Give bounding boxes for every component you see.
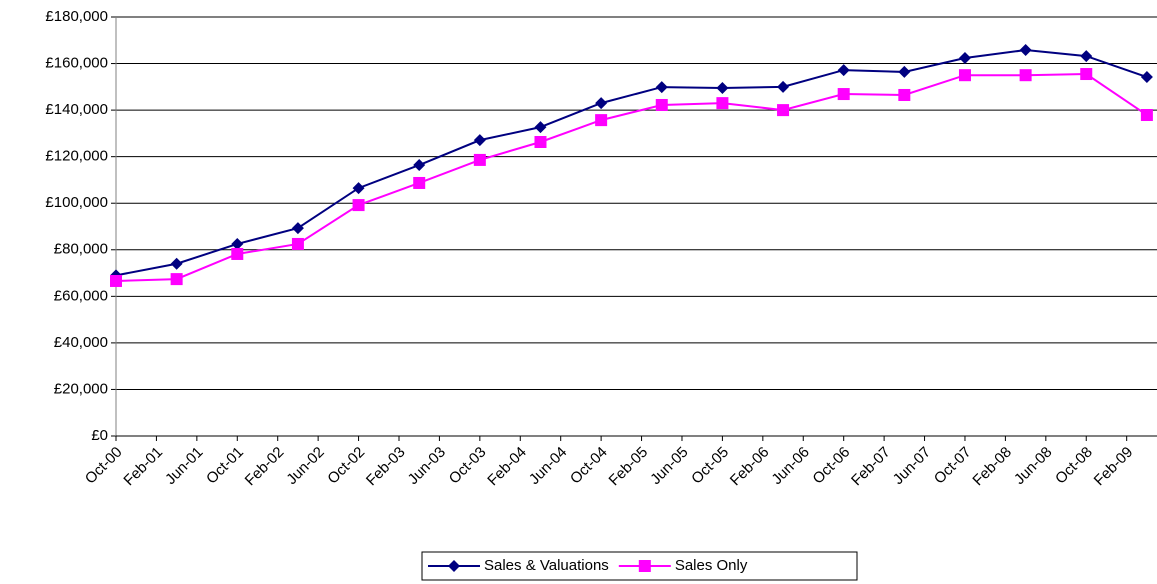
- y-tick-label: £140,000: [45, 101, 108, 118]
- marker: [291, 237, 304, 250]
- x-tick-label: Oct-05: [688, 444, 732, 488]
- marker: [534, 121, 547, 134]
- x-tick-label: Jun-05: [647, 444, 691, 488]
- x-tick-label: Feb-01: [120, 444, 166, 490]
- legend-label: Sales Only: [675, 557, 748, 574]
- x-tick-label: Oct-03: [446, 444, 490, 488]
- marker: [413, 176, 426, 189]
- marker: [958, 69, 971, 82]
- marker: [777, 80, 790, 93]
- marker: [1019, 69, 1032, 82]
- marker: [110, 274, 122, 287]
- marker: [655, 98, 668, 111]
- x-tick-label: Feb-09: [1091, 444, 1137, 490]
- y-tick-label: £40,000: [54, 334, 108, 351]
- x-tick-label: Feb-08: [969, 444, 1015, 490]
- marker: [231, 237, 244, 250]
- y-tick-label: £120,000: [45, 148, 108, 165]
- marker: [534, 136, 547, 149]
- marker: [352, 199, 365, 212]
- marker: [837, 88, 850, 101]
- x-tick-label: Feb-02: [242, 444, 288, 490]
- x-tick-label: Oct-00: [82, 444, 126, 488]
- marker: [898, 88, 911, 101]
- legend-label: Sales & Valuations: [484, 557, 609, 574]
- x-tick-label: Feb-06: [727, 444, 773, 490]
- marker: [170, 273, 183, 286]
- x-tick-label: Oct-06: [809, 444, 853, 488]
- marker: [595, 114, 608, 127]
- x-tick-label: Jun-01: [162, 444, 206, 488]
- marker: [231, 247, 244, 260]
- marker: [1140, 71, 1153, 84]
- y-tick-label: £0: [91, 427, 108, 444]
- marker: [1080, 68, 1093, 81]
- y-tick-label: £60,000: [54, 287, 108, 304]
- x-tick-label: Oct-08: [1052, 444, 1096, 488]
- marker: [716, 81, 729, 94]
- x-tick-label: Jun-02: [283, 444, 327, 488]
- marker: [1140, 108, 1153, 121]
- y-tick-label: £20,000: [54, 380, 108, 397]
- x-tick-label: Jun-06: [768, 444, 812, 488]
- x-tick-label: Jun-04: [526, 444, 570, 488]
- y-tick-label: £180,000: [45, 8, 108, 25]
- series-line: [115, 49, 1148, 277]
- x-tick-label: Feb-07: [848, 444, 894, 490]
- x-tick-label: Oct-04: [567, 444, 611, 488]
- x-tick-label: Oct-07: [931, 444, 975, 488]
- marker: [170, 257, 183, 270]
- marker: [898, 65, 911, 78]
- series-line: [115, 73, 1148, 282]
- marker: [1019, 44, 1032, 57]
- marker: [1080, 50, 1093, 63]
- x-tick-label: Feb-04: [484, 444, 530, 490]
- x-tick-label: Feb-05: [606, 444, 652, 490]
- marker: [473, 153, 486, 166]
- y-tick-label: £80,000: [54, 241, 108, 258]
- x-tick-label: Jun-03: [405, 444, 449, 488]
- x-tick-label: Jun-08: [1011, 444, 1055, 488]
- x-tick-label: Feb-03: [363, 444, 409, 490]
- marker: [473, 134, 486, 147]
- y-tick-label: £160,000: [45, 55, 108, 72]
- marker: [413, 159, 426, 172]
- marker: [958, 51, 971, 64]
- x-tick-label: Oct-02: [324, 444, 368, 488]
- y-tick-label: £100,000: [45, 194, 108, 211]
- marker: [777, 104, 790, 117]
- marker: [595, 97, 608, 110]
- x-tick-label: Oct-01: [203, 444, 247, 488]
- legend-marker: [638, 560, 651, 572]
- marker: [837, 64, 850, 77]
- legend-marker: [448, 560, 460, 572]
- marker: [655, 81, 668, 94]
- marker: [291, 222, 304, 235]
- x-tick-label: Jun-07: [890, 444, 934, 488]
- marker: [352, 182, 365, 195]
- marker: [716, 97, 729, 110]
